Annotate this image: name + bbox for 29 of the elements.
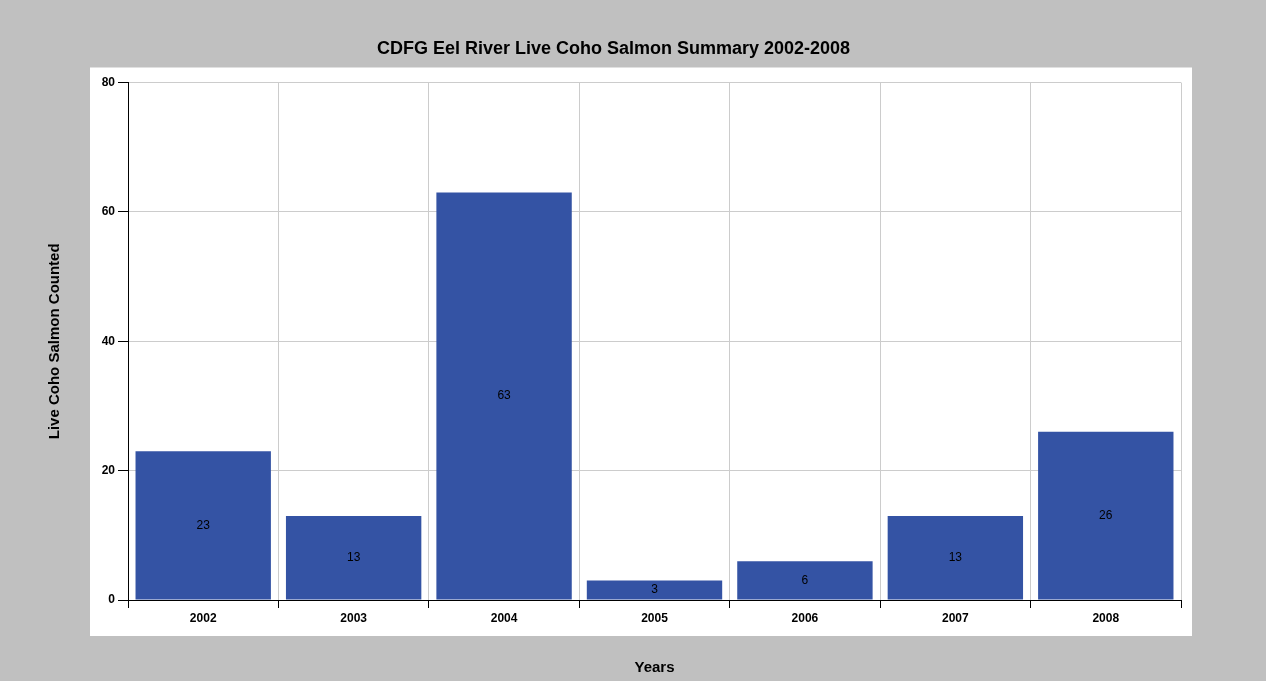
x-tick-label: 2005 (641, 610, 669, 625)
bar (285, 515, 422, 600)
x-tick-label: 2002 (189, 610, 217, 625)
x-tick-label: 2008 (1092, 610, 1120, 625)
y-tick-label: 20 (101, 462, 116, 477)
y-axis-title: Live Coho Salmon Counted (45, 243, 63, 440)
bar (887, 515, 1024, 600)
bar (1038, 431, 1174, 600)
y-tick-label: 40 (101, 333, 116, 348)
bar (586, 580, 723, 600)
data-label: 26 (1099, 507, 1113, 522)
y-tick-label: 0 (108, 592, 116, 607)
bar (436, 192, 572, 600)
data-label: 63 (497, 388, 512, 403)
x-tick-label: 2004 (490, 610, 518, 625)
x-tick-label: 2006 (791, 610, 819, 625)
bar (135, 451, 271, 600)
data-label: 6 (801, 572, 809, 587)
bar (737, 561, 873, 600)
data-label: 3 (651, 582, 659, 597)
x-tick-label: 2003 (340, 610, 368, 625)
y-tick-label: 80 (101, 74, 116, 89)
data-label: 23 (196, 517, 211, 532)
x-tick-label: 2007 (942, 610, 970, 625)
y-tick-label: 60 (101, 204, 116, 219)
x-axis-title: Years (634, 658, 675, 676)
data-label: 13 (346, 550, 361, 565)
chart-title: CDFG Eel River Live Coho Salmon Summary 2002-2008 (376, 37, 851, 58)
data-label: 13 (948, 550, 963, 565)
